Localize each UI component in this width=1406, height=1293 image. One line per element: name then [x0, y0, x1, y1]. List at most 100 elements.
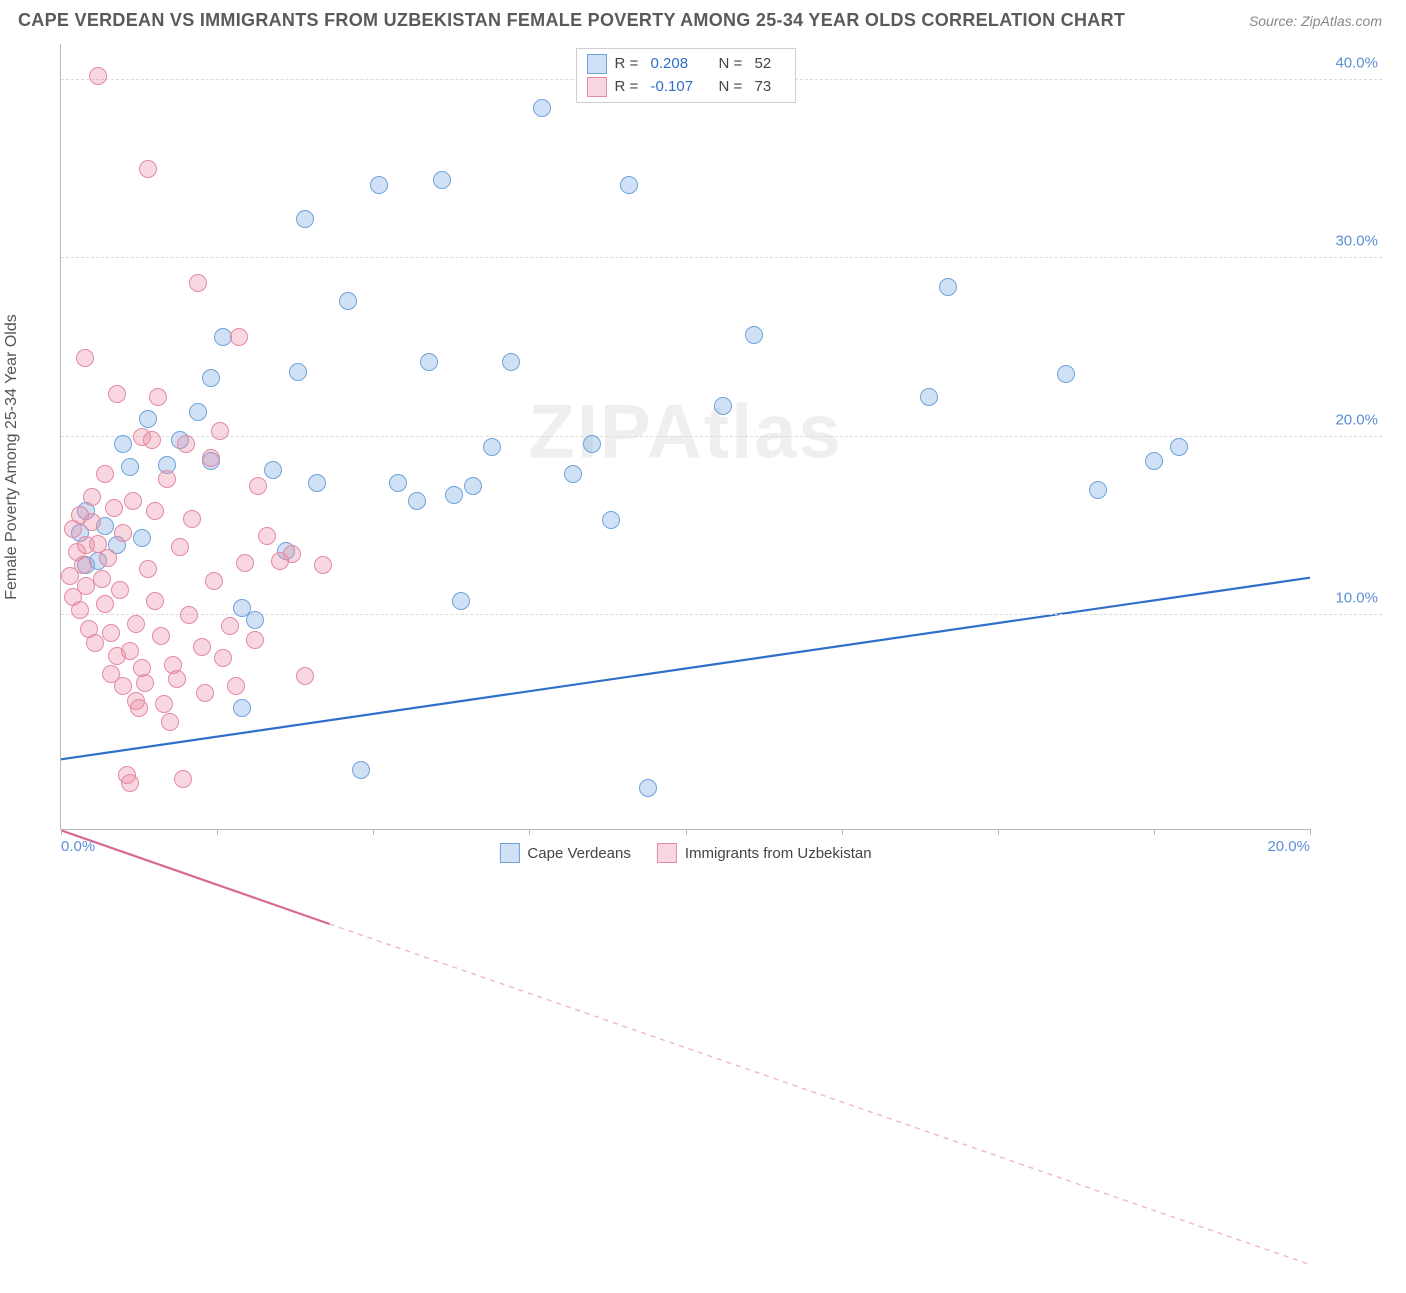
r-value-series-2: -0.107	[651, 76, 711, 99]
data-point	[1170, 438, 1188, 456]
data-point	[111, 581, 129, 599]
x-tick	[842, 829, 843, 835]
x-tick-label: 20.0%	[1267, 838, 1310, 855]
data-point	[258, 527, 276, 545]
data-point	[296, 667, 314, 685]
series-legend-label: Immigrants from Uzbekistan	[685, 845, 872, 862]
data-point	[83, 513, 101, 531]
data-point	[189, 274, 207, 292]
data-point	[124, 492, 142, 510]
n-label: N =	[719, 76, 747, 99]
r-label: R =	[615, 76, 643, 99]
data-point	[1057, 365, 1075, 383]
data-point	[146, 502, 164, 520]
data-point	[221, 617, 239, 635]
x-tick	[998, 829, 999, 835]
data-point	[171, 538, 189, 556]
watermark: ZIPAtlas	[528, 388, 842, 475]
data-point	[370, 176, 388, 194]
data-point	[71, 601, 89, 619]
data-point	[89, 67, 107, 85]
data-point	[155, 695, 173, 713]
data-point	[93, 570, 111, 588]
data-point	[139, 410, 157, 428]
series-legend-item: Immigrants from Uzbekistan	[657, 843, 872, 863]
correlation-legend-row: R = 0.208 N = 52	[587, 53, 785, 76]
data-point	[143, 431, 161, 449]
data-point	[177, 435, 195, 453]
data-point	[83, 488, 101, 506]
y-tick-label: 10.0%	[1335, 589, 1378, 606]
chart-container: Female Poverty Among 25-34 Year Olds ZIP…	[18, 44, 1382, 870]
data-point	[483, 438, 501, 456]
legend-swatch-series-2	[587, 77, 607, 97]
x-tick	[217, 829, 218, 835]
data-point	[296, 210, 314, 228]
data-point	[339, 292, 357, 310]
n-value-series-1: 52	[755, 53, 785, 76]
data-point	[211, 422, 229, 440]
data-point	[189, 403, 207, 421]
n-value-series-2: 73	[755, 76, 785, 99]
data-point	[464, 477, 482, 495]
x-tick-label: 0.0%	[61, 838, 95, 855]
data-point	[445, 486, 463, 504]
data-point	[74, 556, 92, 574]
data-point	[168, 670, 186, 688]
data-point	[161, 713, 179, 731]
data-point	[583, 435, 601, 453]
data-point	[158, 470, 176, 488]
trend-lines	[61, 44, 1310, 1293]
correlation-legend: R = 0.208 N = 52 R = -0.107 N = 73	[576, 48, 796, 103]
data-point	[433, 171, 451, 189]
r-value-series-1: 0.208	[651, 53, 711, 76]
gridline	[61, 436, 1382, 437]
y-tick-label: 40.0%	[1335, 54, 1378, 71]
data-point	[264, 461, 282, 479]
data-point	[139, 560, 157, 578]
data-point	[227, 677, 245, 695]
data-point	[149, 388, 167, 406]
data-point	[193, 638, 211, 656]
data-point	[246, 631, 264, 649]
legend-swatch-series-1	[587, 54, 607, 74]
data-point	[108, 385, 126, 403]
data-point	[202, 369, 220, 387]
legend-swatch-series-1	[499, 843, 519, 863]
chart-source: Source: ZipAtlas.com	[1249, 13, 1382, 29]
data-point	[121, 774, 139, 792]
data-point	[289, 363, 307, 381]
x-tick	[529, 829, 530, 835]
data-point	[102, 624, 120, 642]
y-axis-label: Female Poverty Among 25-34 Year Olds	[3, 314, 21, 600]
gridline	[61, 257, 1382, 258]
data-point	[745, 326, 763, 344]
chart-title: CAPE VERDEAN VS IMMIGRANTS FROM UZBEKIST…	[18, 10, 1125, 31]
data-point	[602, 511, 620, 529]
data-point	[121, 642, 139, 660]
plot-area: ZIPAtlas R = 0.208 N = 52 R = -0.107 N =…	[60, 44, 1310, 830]
data-point	[96, 465, 114, 483]
data-point	[196, 684, 214, 702]
data-point	[236, 554, 254, 572]
data-point	[283, 545, 301, 563]
data-point	[121, 458, 139, 476]
data-point	[86, 634, 104, 652]
data-point	[230, 328, 248, 346]
data-point	[152, 627, 170, 645]
data-point	[114, 524, 132, 542]
data-point	[183, 510, 201, 528]
data-point	[246, 611, 264, 629]
data-point	[452, 592, 470, 610]
data-point	[308, 474, 326, 492]
data-point	[139, 160, 157, 178]
data-point	[76, 349, 94, 367]
data-point	[408, 492, 426, 510]
data-point	[714, 397, 732, 415]
data-point	[180, 606, 198, 624]
data-point	[99, 549, 117, 567]
data-point	[314, 556, 332, 574]
data-point	[214, 649, 232, 667]
data-point	[620, 176, 638, 194]
data-point	[233, 699, 251, 717]
